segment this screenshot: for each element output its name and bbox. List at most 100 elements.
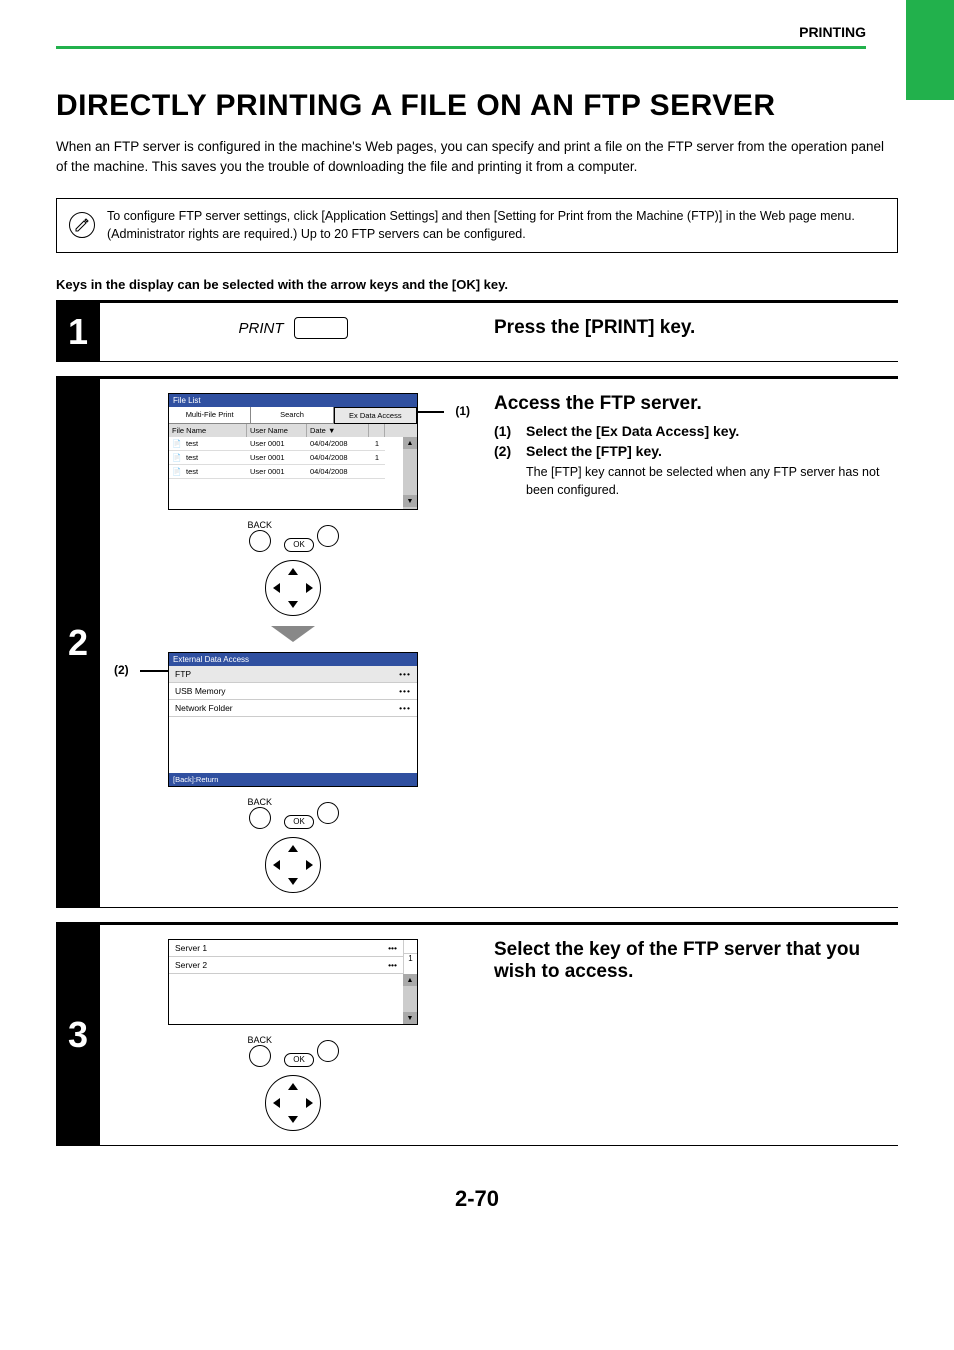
back-group: BACK [247, 797, 272, 831]
table-row[interactable]: 📄 test User 0001 04/04/2008 1 [169, 437, 403, 451]
col-date: Date ▼ [307, 424, 369, 437]
screen-2-footer: [Back]:Return [169, 773, 417, 786]
print-button[interactable] [294, 317, 348, 339]
step-1-illustration: PRINT [100, 303, 486, 361]
back-button[interactable] [249, 807, 271, 829]
tab-search[interactable]: Search [251, 407, 333, 424]
scroll-down-icon[interactable]: ▼ [403, 495, 417, 507]
screen-1-wrap: File List Multi-File Print Search Ex Dat… [168, 393, 418, 510]
header: PRINTING [0, 0, 954, 49]
server-2-row[interactable]: Server 2 ••• [169, 957, 403, 974]
dpad[interactable] [265, 560, 321, 616]
col-file-name: File Name [169, 424, 247, 437]
step-3-illustration: Server 1 ••• Server 2 ••• 1 [100, 925, 486, 1145]
substep-1-num: (1) [494, 423, 526, 439]
step-3-number: 3 [56, 925, 100, 1145]
sort-arrow-icon: ▼ [328, 426, 335, 435]
substep-1-text: Select the [Ex Data Access] key. [526, 423, 888, 439]
dpad-left-icon[interactable] [273, 583, 280, 593]
substep-2-num: (2) [494, 443, 526, 499]
usb-memory-row[interactable]: USB Memory ••• [169, 683, 417, 700]
table-row[interactable]: 📄 test User 0001 04/04/2008 1 [169, 451, 403, 465]
keys-note: Keys in the display can be selected with… [56, 277, 898, 292]
back-button[interactable] [249, 530, 271, 552]
external-data-access-screen: External Data Access FTP ••• USB Memory … [168, 652, 418, 787]
ellipsis-icon: ••• [399, 703, 411, 713]
network-folder-row[interactable]: Network Folder ••• [169, 700, 417, 717]
ok-label: OK [284, 815, 314, 829]
cell-filename: test [183, 451, 247, 465]
note-text: To configure FTP server settings, click … [107, 207, 885, 245]
scroll-up-icon[interactable]: ▲ [403, 437, 417, 449]
screen-1-title: File List [169, 394, 417, 407]
content: DIRECTLY PRINTING A FILE ON AN FTP SERVE… [0, 89, 954, 1252]
step-1-text: Press the [PRINT] key. [486, 303, 898, 361]
dpad-left-icon[interactable] [273, 860, 280, 870]
server-2-label: Server 2 [175, 960, 207, 970]
controls-2: BACK OK [247, 797, 338, 893]
dpad[interactable] [265, 1075, 321, 1131]
callout-1-line [418, 411, 444, 413]
step-1-number: 1 [56, 303, 100, 361]
step-2-illustration: File List Multi-File Print Search Ex Dat… [100, 379, 486, 907]
file-icon: 📄 [169, 465, 183, 479]
back-label: BACK [247, 1035, 272, 1045]
ellipsis-icon: ••• [388, 943, 397, 953]
table-row[interactable]: 📄 test User 0001 04/04/2008 [169, 465, 403, 479]
cell-username: User 0001 [247, 437, 307, 451]
cell-date: 04/04/2008 [307, 465, 369, 479]
dpad-right-icon[interactable] [306, 860, 313, 870]
cell-count [369, 465, 385, 479]
ok-label: OK [284, 538, 314, 552]
col-user-name: User Name [247, 424, 307, 437]
cell-filename: test [183, 465, 247, 479]
dpad-down-icon[interactable] [288, 601, 298, 608]
ok-label: OK [284, 1053, 314, 1067]
ok-group: OK [284, 802, 339, 831]
ok-button[interactable] [317, 802, 339, 824]
dpad-up-icon[interactable] [288, 845, 298, 852]
dpad[interactable] [265, 837, 321, 893]
file-icon: 📄 [169, 451, 183, 465]
cell-date: 04/04/2008 [307, 437, 369, 451]
dpad-down-icon[interactable] [288, 1116, 298, 1123]
page-counter: 1 [404, 954, 417, 968]
file-icon: 📄 [169, 437, 183, 451]
ellipsis-icon: ••• [388, 960, 397, 970]
file-list-screen: File List Multi-File Print Search Ex Dat… [168, 393, 418, 510]
ftp-row[interactable]: FTP ••• [169, 666, 417, 683]
scrollbar[interactable]: ▲ ▼ [403, 437, 417, 509]
step-3-text: Select the key of the FTP server that yo… [486, 925, 898, 1145]
tab-multi-file-print[interactable]: Multi-File Print [169, 407, 251, 424]
note-box: To configure FTP server settings, click … [56, 198, 898, 254]
screen-2-title: External Data Access [169, 653, 417, 666]
ok-group: OK [284, 525, 339, 554]
col-date-label: Date [310, 426, 326, 435]
controls-1: BACK OK [247, 520, 338, 616]
page: PRINTING DIRECTLY PRINTING A FILE ON AN … [0, 0, 954, 1252]
server-list-screen: Server 1 ••• Server 2 ••• 1 [168, 939, 418, 1025]
ok-button[interactable] [317, 525, 339, 547]
substep-2: (2) Select the [FTP] key. The [FTP] key … [494, 443, 888, 499]
scroll-up-icon[interactable]: ▲ [403, 974, 417, 986]
dpad-up-icon[interactable] [288, 1083, 298, 1090]
dpad-down-icon[interactable] [288, 878, 298, 885]
ok-group: OK [284, 1040, 339, 1069]
callout-1: (1) [455, 404, 470, 418]
dpad-up-icon[interactable] [288, 568, 298, 575]
ok-button[interactable] [317, 1040, 339, 1062]
back-button[interactable] [249, 1045, 271, 1067]
cell-username: User 0001 [247, 465, 307, 479]
screen-1-headers: File Name User Name Date ▼ [169, 424, 417, 437]
server-1-row[interactable]: Server 1 ••• [169, 940, 403, 957]
dpad-left-icon[interactable] [273, 1098, 280, 1108]
scroll-down-icon[interactable]: ▼ [403, 1012, 417, 1024]
dpad-right-icon[interactable] [306, 583, 313, 593]
tab-ex-data-access[interactable]: Ex Data Access [334, 407, 417, 424]
scrollbar[interactable]: ▲ ▼ [403, 974, 417, 1024]
cell-count: 1 [369, 451, 385, 465]
cell-username: User 0001 [247, 451, 307, 465]
dpad-right-icon[interactable] [306, 1098, 313, 1108]
server-1-label: Server 1 [175, 943, 207, 953]
ellipsis-icon: ••• [399, 669, 411, 679]
